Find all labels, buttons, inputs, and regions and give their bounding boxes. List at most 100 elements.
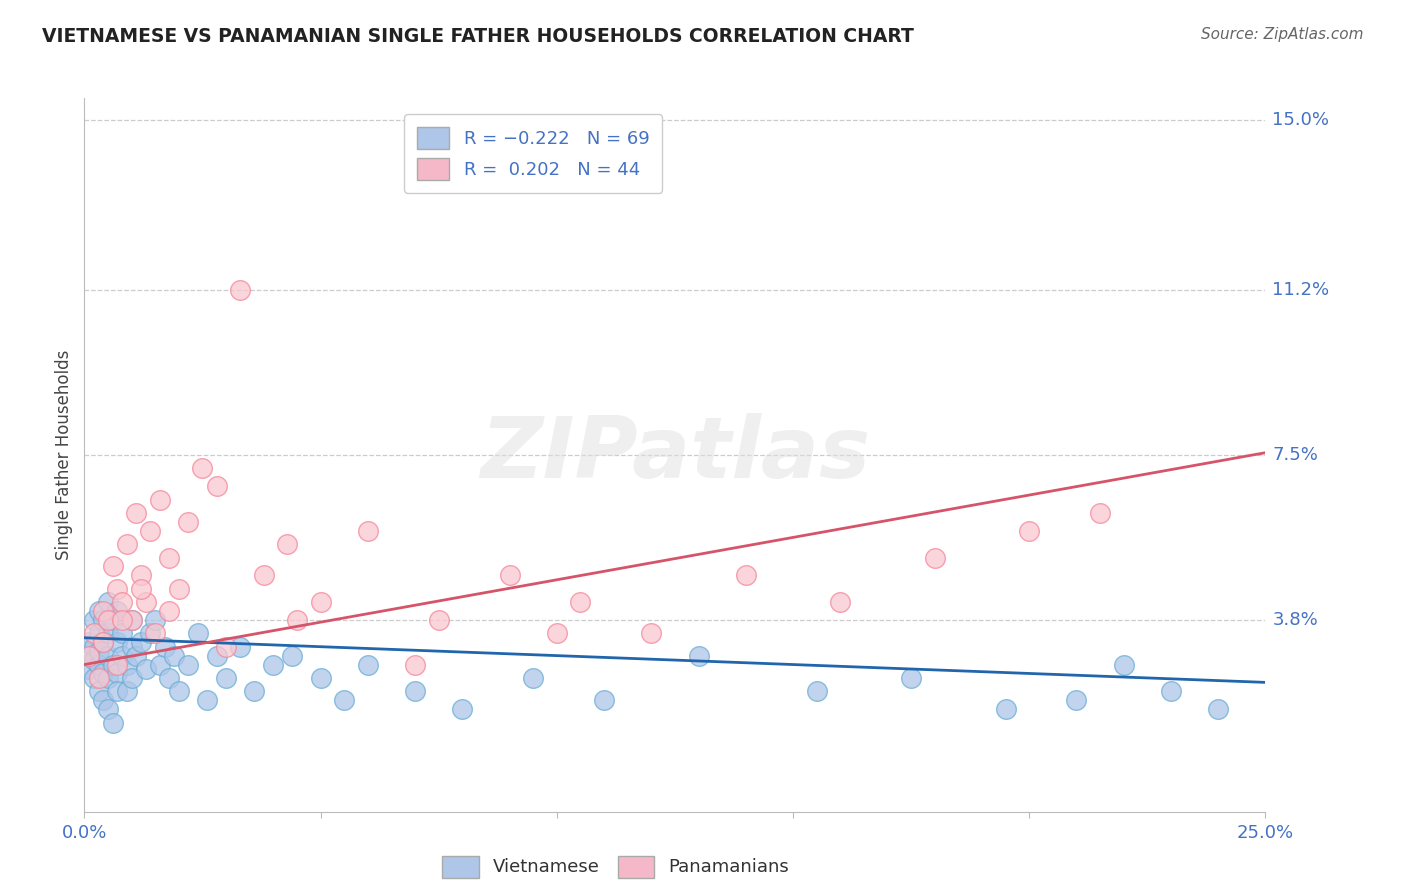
Point	[734, 568, 756, 582]
Point	[77, 648, 100, 663]
Point	[83, 626, 105, 640]
Point	[129, 582, 152, 596]
Point	[357, 657, 380, 672]
Point	[83, 653, 105, 667]
Point	[243, 684, 266, 698]
Point	[91, 635, 114, 649]
Point	[91, 666, 114, 681]
Point	[994, 702, 1017, 716]
Point	[97, 595, 120, 609]
Point	[167, 684, 190, 698]
Point	[1112, 657, 1135, 672]
Point	[830, 595, 852, 609]
Point	[139, 524, 162, 538]
Point	[111, 626, 134, 640]
Point	[87, 671, 110, 685]
Point	[333, 693, 356, 707]
Point	[806, 684, 828, 698]
Text: 7.5%: 7.5%	[1272, 446, 1319, 464]
Point	[111, 613, 134, 627]
Point	[107, 604, 129, 618]
Point	[451, 702, 474, 716]
Text: Source: ZipAtlas.com: Source: ZipAtlas.com	[1201, 27, 1364, 42]
Point	[163, 648, 186, 663]
Text: VIETNAMESE VS PANAMANIAN SINGLE FATHER HOUSEHOLDS CORRELATION CHART: VIETNAMESE VS PANAMANIAN SINGLE FATHER H…	[42, 27, 914, 45]
Point	[115, 684, 138, 698]
Point	[309, 671, 332, 685]
Point	[229, 640, 252, 654]
Point	[129, 635, 152, 649]
Point	[125, 506, 148, 520]
Point	[309, 595, 332, 609]
Point	[205, 479, 228, 493]
Point	[357, 524, 380, 538]
Point	[149, 657, 172, 672]
Point	[83, 613, 105, 627]
Point	[107, 635, 129, 649]
Point	[205, 648, 228, 663]
Point	[101, 657, 124, 672]
Legend: Vietnamese, Panamanians: Vietnamese, Panamanians	[436, 848, 796, 885]
Point	[688, 648, 710, 663]
Point	[640, 626, 662, 640]
Point	[498, 568, 520, 582]
Point	[77, 648, 100, 663]
Point	[83, 640, 105, 654]
Point	[522, 671, 544, 685]
Point	[87, 604, 110, 618]
Point	[107, 582, 129, 596]
Point	[195, 693, 218, 707]
Point	[1018, 524, 1040, 538]
Point	[143, 626, 166, 640]
Point	[91, 693, 114, 707]
Point	[87, 644, 110, 658]
Point	[187, 626, 209, 640]
Point	[143, 613, 166, 627]
Point	[121, 640, 143, 654]
Point	[91, 613, 114, 627]
Point	[121, 613, 143, 627]
Point	[101, 613, 124, 627]
Point	[177, 515, 200, 529]
Point	[129, 568, 152, 582]
Point	[253, 568, 276, 582]
Point	[107, 684, 129, 698]
Point	[569, 595, 592, 609]
Point	[157, 604, 180, 618]
Point	[91, 604, 114, 618]
Point	[900, 671, 922, 685]
Point	[77, 635, 100, 649]
Point	[593, 693, 616, 707]
Point	[157, 671, 180, 685]
Point	[157, 550, 180, 565]
Point	[115, 537, 138, 551]
Point	[1088, 506, 1111, 520]
Point	[262, 657, 284, 672]
Point	[87, 657, 110, 672]
Point	[97, 702, 120, 716]
Point	[149, 492, 172, 507]
Point	[101, 559, 124, 574]
Point	[107, 666, 129, 681]
Text: ZIPatlas: ZIPatlas	[479, 413, 870, 497]
Point	[111, 595, 134, 609]
Point	[924, 550, 946, 565]
Point	[121, 613, 143, 627]
Point	[135, 662, 157, 676]
Point	[167, 582, 190, 596]
Point	[1160, 684, 1182, 698]
Point	[177, 657, 200, 672]
Point	[404, 657, 426, 672]
Point	[87, 684, 110, 698]
Point	[139, 626, 162, 640]
Point	[215, 640, 238, 654]
Point	[404, 684, 426, 698]
Point	[281, 648, 304, 663]
Point	[83, 671, 105, 685]
Point	[97, 648, 120, 663]
Point	[101, 715, 124, 730]
Point	[125, 648, 148, 663]
Point	[135, 595, 157, 609]
Point	[229, 283, 252, 297]
Point	[87, 626, 110, 640]
